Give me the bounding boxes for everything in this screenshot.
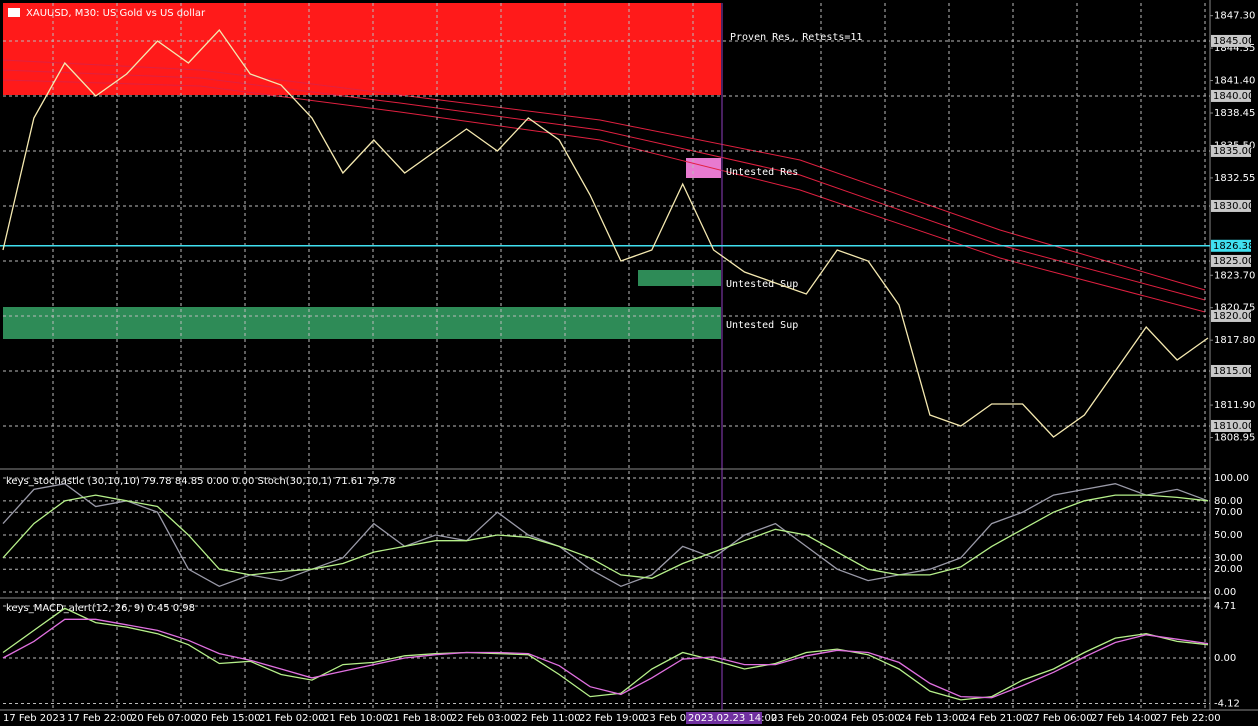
- time-highlight-label: 2023.02.23 14:00: [688, 713, 777, 724]
- time-label: 21 Feb 18:00: [387, 713, 453, 724]
- indicator-title: keys_MACD_alert(12, 26, 9) 0.45 0.98: [6, 603, 195, 614]
- current-label: 1826.38: [1213, 241, 1254, 252]
- y-tick-label: 1841.40: [1214, 76, 1255, 87]
- y-tick-label: 4.71: [1214, 601, 1236, 612]
- untested-sup-zone: [638, 270, 721, 286]
- y-tick-label: 1817.80: [1214, 335, 1255, 346]
- chart-title: XAUUSD, M30: US Gold vs US dollar: [26, 8, 206, 19]
- level-label: 1830.00: [1213, 201, 1254, 212]
- data-line: [2, 28, 1209, 438]
- level-label: 1815.00: [1213, 366, 1254, 377]
- time-label: 21 Feb 02:00: [259, 713, 325, 724]
- level-label: 1845.00: [1213, 36, 1254, 47]
- level-box: [1211, 309, 1251, 322]
- level-box: [1211, 144, 1251, 157]
- data-line: [2, 618, 1209, 699]
- time-label: 23 Feb 20:00: [771, 713, 837, 724]
- data-line: [2, 483, 1209, 588]
- y-tick-label: 30.00: [1214, 553, 1243, 564]
- y-tick-label: 1847.30: [1214, 11, 1255, 22]
- data-line: [2, 494, 1209, 579]
- y-tick-label: 1823.70: [1214, 270, 1255, 281]
- untested-res-zone: [686, 158, 721, 178]
- y-tick-label: 1844.35: [1214, 43, 1255, 54]
- y-tick-label: 50.00: [1214, 530, 1243, 541]
- time-label: 17 Feb 22:00: [67, 713, 133, 724]
- level-label: 1835.00: [1213, 146, 1254, 157]
- level-box: [1211, 89, 1251, 102]
- zone-label: Untested Sup: [726, 279, 798, 290]
- zone-label: Untested Res: [726, 167, 798, 178]
- time-label: 24 Feb 05:00: [835, 713, 901, 724]
- time-label: 27 Feb 22:00: [1155, 713, 1221, 724]
- level-box: [1211, 254, 1251, 267]
- moving-average: [2, 59, 1206, 291]
- y-tick-label: 0.00: [1214, 587, 1236, 598]
- zone-label: Untested Sup: [726, 320, 798, 331]
- y-tick-label: 70.00: [1214, 507, 1243, 518]
- level-box: [1211, 34, 1251, 47]
- time-label: 20 Feb 07:00: [131, 713, 197, 724]
- time-label: 27 Feb 06:00: [1027, 713, 1093, 724]
- y-tick-label: 80.00: [1214, 496, 1243, 507]
- level-label: 1810.00: [1213, 421, 1254, 432]
- indicator-title: keys_stochastic (30,10,10) 79.78 84.85 0…: [6, 476, 395, 487]
- chart-icon: [8, 8, 20, 17]
- time-label: 22 Feb 11:00: [515, 713, 581, 724]
- y-tick-label: 1838.45: [1214, 108, 1255, 119]
- level-box: [1211, 419, 1251, 432]
- moving-average: [2, 79, 1206, 313]
- zone-label: Proven Res, Retests=11: [730, 32, 862, 43]
- time-label: 17 Feb 2023: [3, 713, 65, 724]
- time-label: 23 Feb 04:00: [643, 713, 709, 724]
- time-label: 22 Feb 19:00: [579, 713, 645, 724]
- time-label: 22 Feb 03:00: [451, 713, 517, 724]
- y-tick-label: 1820.75: [1214, 303, 1255, 314]
- level-label: 1840.00: [1213, 91, 1254, 102]
- y-tick-label: 0.00: [1214, 653, 1236, 664]
- level-box: [1211, 199, 1251, 212]
- moving-average: [2, 69, 1206, 301]
- time-label: 21 Feb 10:00: [323, 713, 389, 724]
- time-highlight: [686, 712, 762, 724]
- time-label: 24 Feb 13:00: [899, 713, 965, 724]
- y-tick-label: 100.00: [1214, 473, 1249, 484]
- data-line: [2, 607, 1209, 701]
- resistance-zone: [3, 3, 721, 95]
- untested-sup-zone: [3, 307, 721, 339]
- y-tick-label: 1832.55: [1214, 173, 1255, 184]
- level-label: 1825.00: [1213, 256, 1254, 267]
- level-box: [1211, 364, 1251, 377]
- time-label: 27 Feb 14:00: [1091, 713, 1157, 724]
- y-tick-label: -4.12: [1214, 698, 1240, 709]
- y-tick-label: 1808.95: [1214, 433, 1255, 444]
- y-tick-label: 20.00: [1214, 564, 1243, 575]
- y-tick-label: 1811.90: [1214, 400, 1255, 411]
- time-label: 20 Feb 15:00: [195, 713, 261, 724]
- current-box: [1211, 239, 1251, 252]
- time-label: 24 Feb 21:00: [963, 713, 1029, 724]
- level-label: 1820.00: [1213, 311, 1254, 322]
